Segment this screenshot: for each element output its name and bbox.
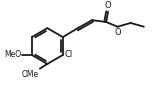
Text: OMe: OMe — [22, 70, 39, 79]
Text: Cl: Cl — [65, 50, 73, 59]
Text: O: O — [114, 28, 121, 37]
Text: O: O — [105, 1, 111, 10]
Text: MeO: MeO — [4, 50, 22, 59]
